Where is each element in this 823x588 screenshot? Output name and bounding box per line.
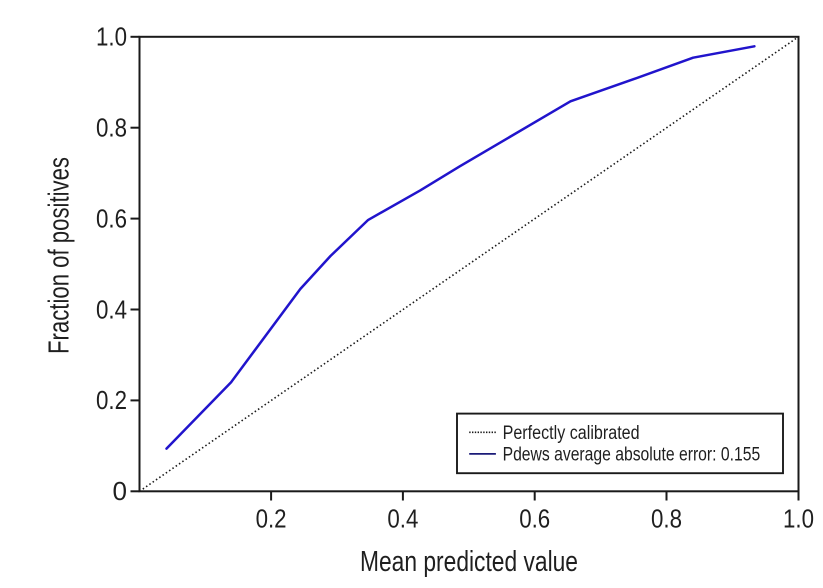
svg-text:Fraction of positives: Fraction of positives xyxy=(44,157,76,354)
svg-text:0.6: 0.6 xyxy=(96,203,127,233)
svg-text:0.8: 0.8 xyxy=(96,113,127,143)
svg-text:0.2: 0.2 xyxy=(256,503,287,533)
svg-text:1.0: 1.0 xyxy=(783,503,814,533)
svg-text:Mean predicted value: Mean predicted value xyxy=(360,546,578,578)
svg-text:Pdews average absolute error:: Pdews average absolute error: 0.155 xyxy=(503,444,761,465)
svg-text:0: 0 xyxy=(113,476,128,506)
svg-text:0.4: 0.4 xyxy=(387,503,418,533)
svg-text:Perfectly calibrated: Perfectly calibrated xyxy=(503,423,640,444)
svg-text:0.6: 0.6 xyxy=(519,503,550,533)
svg-text:1.0: 1.0 xyxy=(96,22,127,52)
svg-text:0.2: 0.2 xyxy=(96,385,127,415)
svg-text:0.8: 0.8 xyxy=(651,503,682,533)
svg-text:0.4: 0.4 xyxy=(96,294,127,324)
